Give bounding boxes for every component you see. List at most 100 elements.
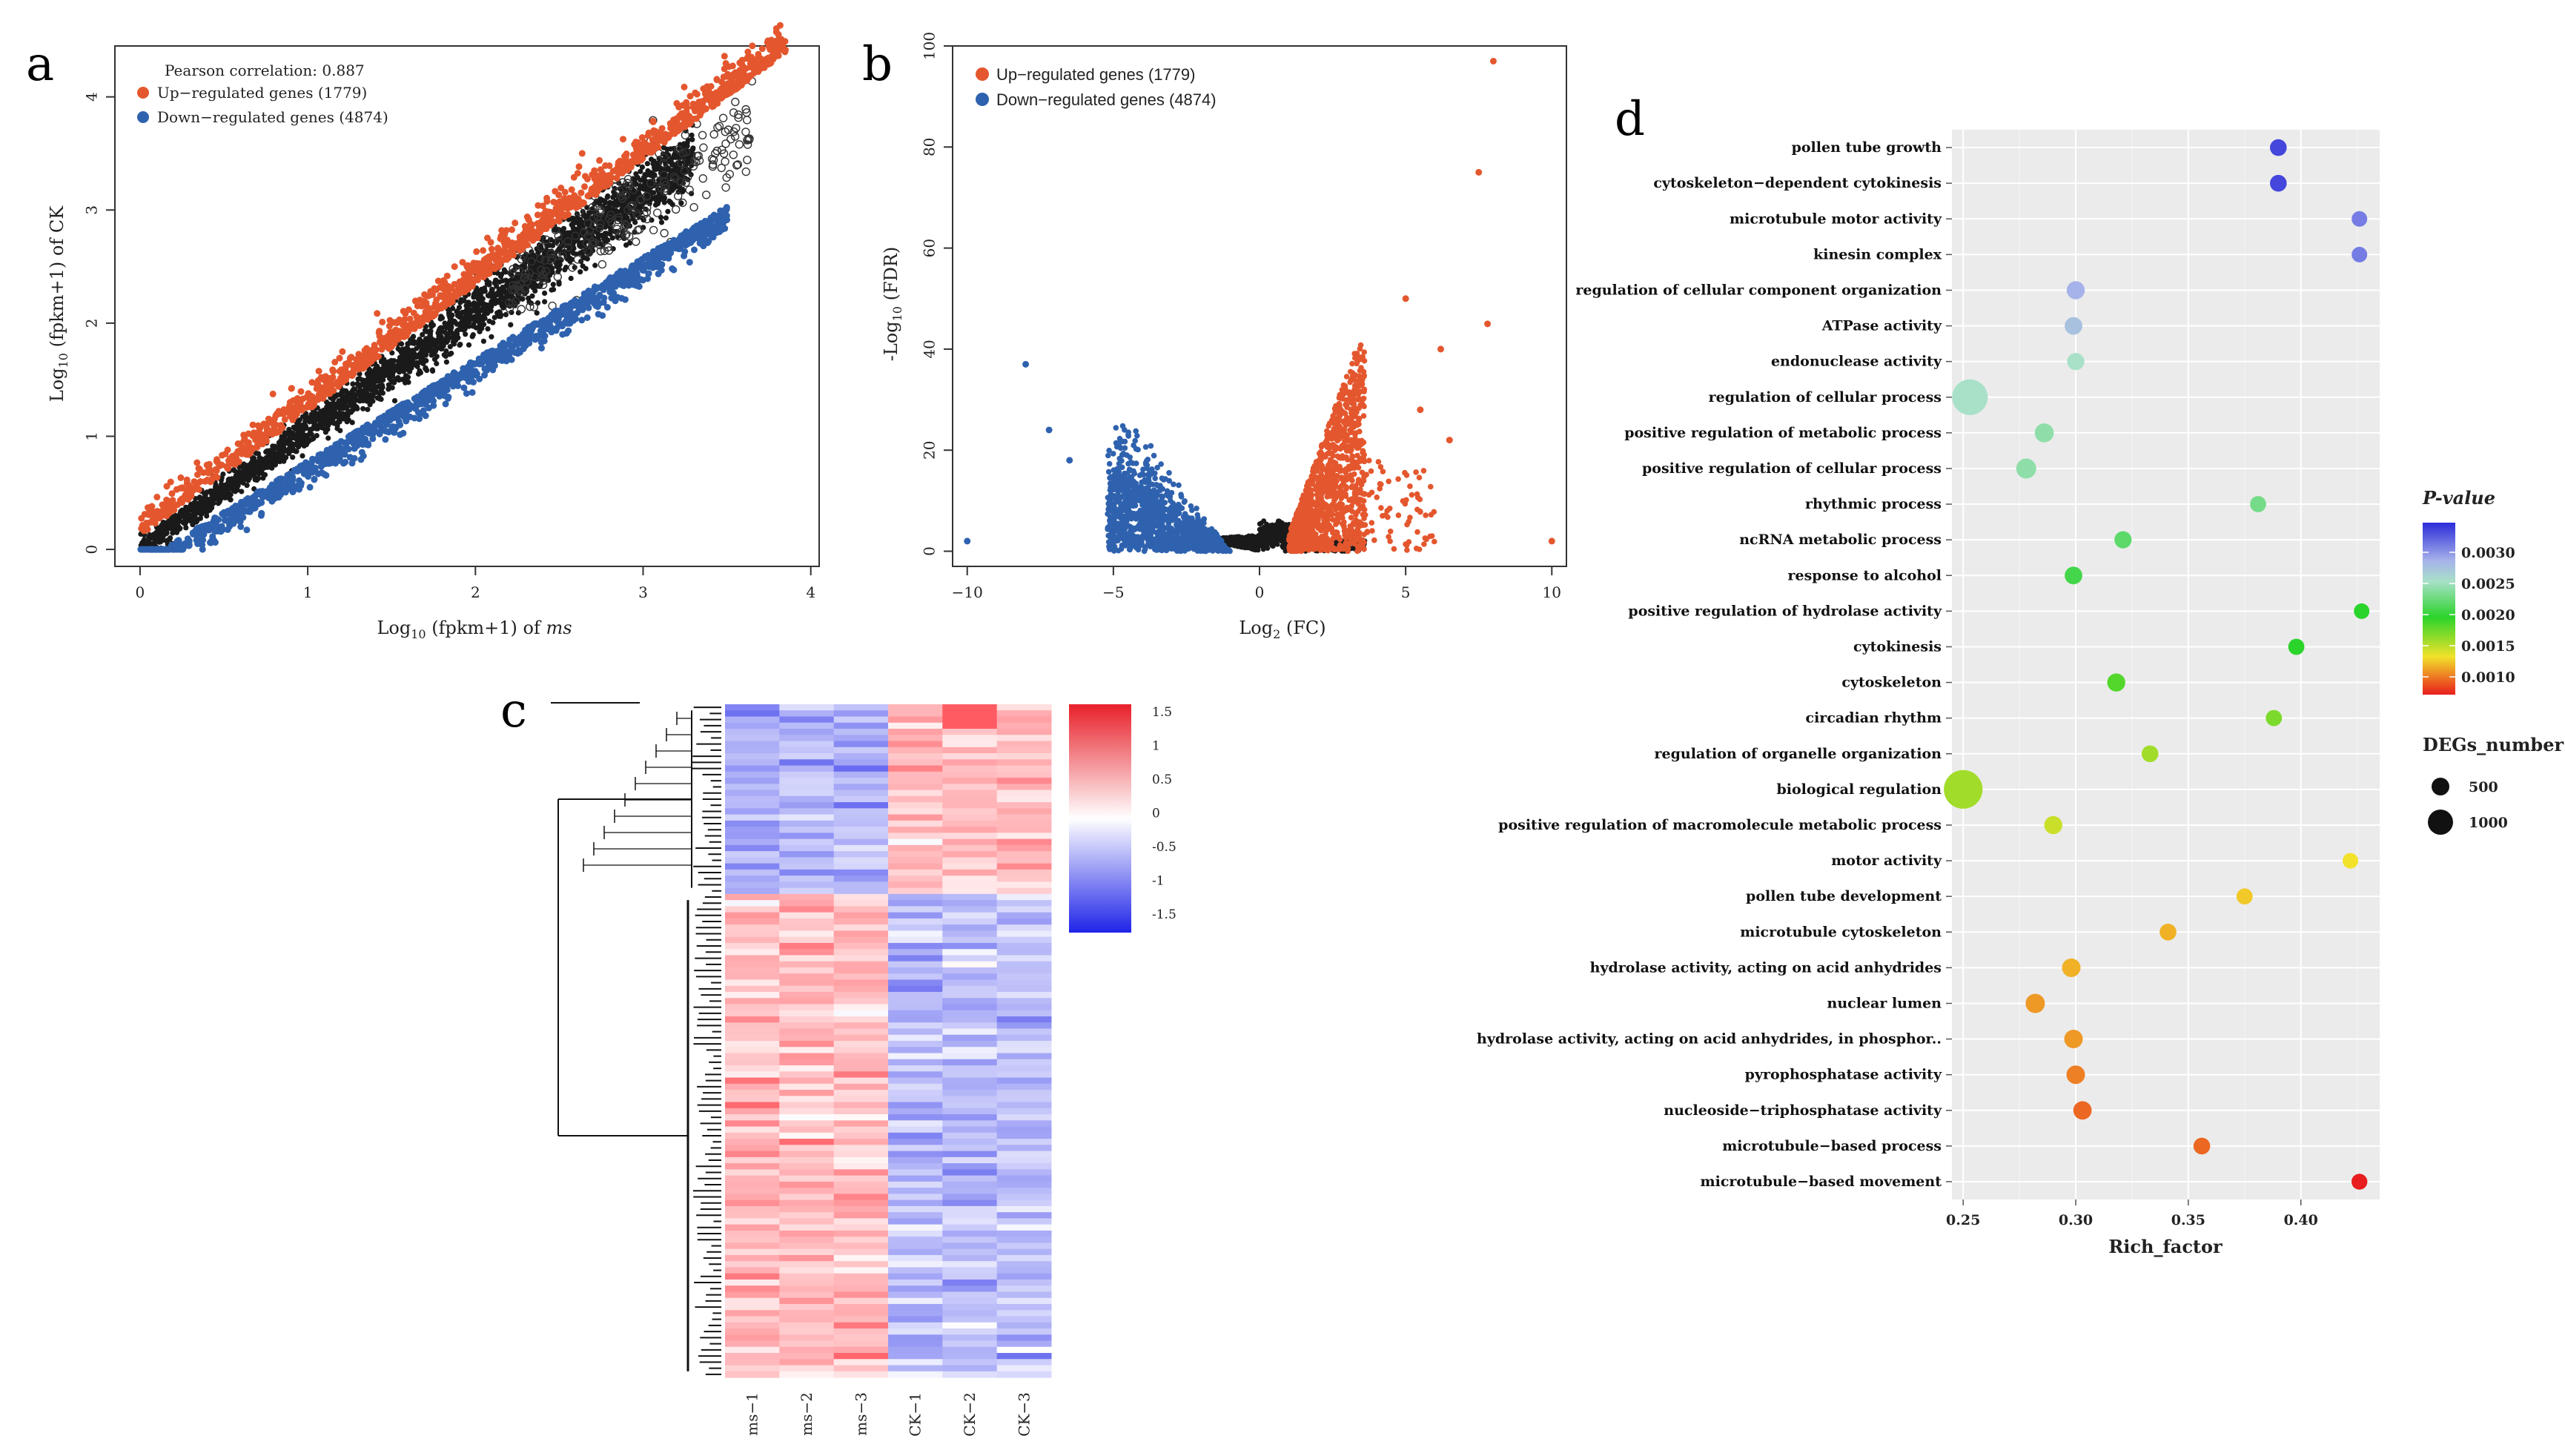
- panel-a-point-up: [528, 226, 535, 234]
- panel-a-point-up: [241, 434, 248, 442]
- panel-a-point-ns: [420, 331, 426, 337]
- panel-a-point-up: [147, 519, 154, 526]
- panel-a-point-ns: [492, 277, 499, 283]
- panel-a-point-up: [153, 494, 161, 500]
- panel-a-point-up: [679, 102, 686, 109]
- panel-a-point-ns: [549, 287, 555, 293]
- panel-a-point-up: [222, 450, 229, 457]
- panel-a-point-ns: [421, 340, 427, 346]
- panel-a-point-up: [276, 428, 283, 435]
- panel-a-point-ns: [150, 532, 156, 538]
- panel-a-point-ns: [489, 303, 494, 309]
- panel-a-point-up: [245, 451, 252, 458]
- panel-a-point-up: [473, 248, 480, 255]
- panel-a-point-up: [298, 406, 305, 414]
- panel-a-point-ns: [415, 371, 422, 377]
- panel-a-point-ns: [646, 201, 652, 207]
- panel-a-point-up: [431, 302, 439, 309]
- panel-a-point-up: [700, 85, 707, 93]
- panel-a-point-ns: [471, 322, 477, 328]
- panel-a-point-up: [374, 310, 381, 317]
- panel-a-point-ns: [231, 467, 236, 473]
- panel-a-point-ns: [437, 331, 443, 337]
- panel-a-point-up: [509, 226, 515, 234]
- panel-a-point-ns: [265, 463, 271, 469]
- panel-a-point-up: [775, 38, 782, 45]
- panel-a-point-ns: [603, 199, 609, 205]
- panel-a-point-ns: [681, 142, 687, 149]
- panel-a-point-up: [580, 199, 587, 206]
- panel-a-point-ns: [181, 520, 188, 526]
- panel-a-point-up: [713, 76, 721, 83]
- panel-a-point-up: [749, 42, 756, 50]
- panel-a-point-ns: [446, 310, 452, 316]
- panel-a-point-up: [503, 248, 511, 256]
- panel-a-point-ns: [449, 351, 454, 357]
- panel-a-point-ns: [575, 214, 580, 220]
- panel-a-point-ns: [430, 368, 436, 374]
- panel-a-point-ns: [552, 227, 558, 233]
- panel-a-point-ns: [577, 269, 583, 275]
- panel-a-point-down: [336, 443, 343, 451]
- panel-a-point-ns: [271, 457, 277, 463]
- panel-a-point-up: [313, 380, 320, 387]
- panel-a-point-up: [326, 389, 334, 396]
- panel-a-point-ns: [397, 361, 403, 368]
- panel-a-point-ns: [531, 252, 537, 258]
- panel-a-point-ns: [374, 378, 380, 384]
- panel-a-point-up: [441, 291, 449, 298]
- panel-a-point-ns: [598, 196, 603, 202]
- panel-a-point-ns: [449, 330, 455, 336]
- panel-a-point-up: [167, 507, 174, 514]
- panel-a-point-ns: [633, 181, 639, 187]
- panel-a-point-ns: [279, 450, 285, 457]
- panel-a-point-ns: [623, 242, 629, 248]
- panel-a-point-ns: [276, 444, 282, 450]
- panel-a-point-ns: [605, 237, 611, 243]
- panel-a-point-up: [493, 262, 500, 269]
- panel-a-point-up: [144, 526, 151, 533]
- panel-a-point-up: [543, 225, 550, 232]
- panel-a-point-ns: [357, 390, 363, 396]
- panel-a-point-ns: [204, 513, 210, 519]
- panel-a-point-ns: [434, 360, 440, 367]
- panel-a-point-ns: [679, 171, 685, 178]
- panel-a-point-ns: [318, 414, 324, 420]
- panel-a-point-up: [539, 202, 546, 210]
- panel-a-point-ns: [381, 368, 387, 374]
- panel-a-point-ns: [482, 301, 488, 308]
- panel-a-points: [137, 21, 789, 553]
- panel-a-point-ns: [440, 338, 446, 344]
- panel-a-point-ns: [253, 474, 259, 481]
- panel-a-point-ns: [485, 326, 491, 332]
- panel-label-b: b: [862, 37, 893, 92]
- panel-a-point-ns: [546, 277, 552, 283]
- panel-a-point-ns: [493, 291, 499, 297]
- panel-a-point-ns: [660, 196, 666, 202]
- panel-a-point-ns: [244, 483, 250, 489]
- panel-a-point-ns: [550, 282, 556, 288]
- panel-a-point-ns: [492, 314, 497, 320]
- panel-a-point-up: [561, 188, 569, 196]
- panel-a-point-ns: [429, 322, 435, 328]
- panel-a-point-up: [461, 285, 469, 293]
- panel-a-point-ns: [620, 185, 626, 191]
- panel-a-point-up: [686, 117, 694, 125]
- panel-a-point-ns: [680, 189, 686, 195]
- panel-a-point-ns: [365, 385, 371, 391]
- panel-a-point-up: [657, 128, 664, 136]
- panel-a-point-down: [545, 325, 552, 332]
- panel-a-point-ns: [385, 382, 392, 388]
- panel-a-point-ns: [396, 377, 402, 383]
- panel-a-point-ns: [193, 503, 199, 509]
- panel-a-point-up: [649, 117, 657, 125]
- panel-a-point-up: [350, 366, 357, 374]
- panel-a-point-up: [563, 197, 570, 205]
- panel-a-point-up: [591, 175, 598, 182]
- panel-a-point-ns: [664, 167, 670, 173]
- panel-a-point-up: [745, 74, 752, 82]
- panel-a-point-up: [196, 478, 204, 485]
- panel-a-point-up: [650, 143, 658, 150]
- panel-a-point-ns: [331, 401, 337, 407]
- panel-a-point-ns: [477, 328, 483, 334]
